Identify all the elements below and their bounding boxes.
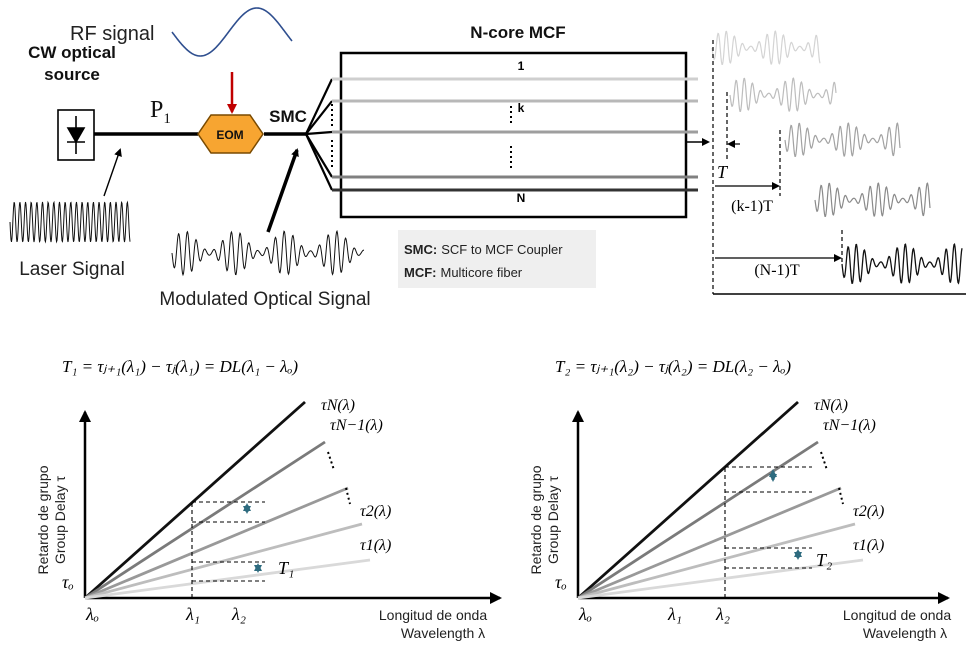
graph2-equation: T₂ = τⱼ₊₁(λ₂) − τⱼ(λ₂) = DL(λ₂ − λₒ) (555, 357, 791, 376)
delay-label-nt: (N-1)T (754, 262, 800, 279)
graph1-tick-lambda2: λ₂ (231, 604, 246, 624)
graph1-label-tau-n: τN(λ) (321, 397, 355, 414)
laser-signal-waveform (9, 200, 131, 244)
graph2-x-label-en: Wavelength λ (863, 625, 947, 641)
graph2-delay-lines (577, 400, 864, 600)
delay-label-kt: (k-1)T (731, 198, 773, 215)
graph1-x-label-es: Longitud de onda (379, 607, 487, 623)
graph2-curve-dots-2 (838, 487, 844, 505)
output-waveform-core-2 (729, 77, 837, 113)
graph1-delay-lines (84, 400, 371, 600)
legend-mcf: MCF: Multicore fiber (404, 265, 523, 280)
graph2-label-tau-2: τ2(λ) (853, 503, 884, 520)
output-waveform-core-n (841, 243, 963, 285)
graph1-line-tau-3 (84, 486, 349, 600)
graph1-label-tau-n-1: τN−1(λ) (330, 417, 383, 434)
graph2-curve-dots-1 (820, 451, 828, 471)
group-delay-graph-2: T₂ = τⱼ₊₁(λ₂) − τⱼ(λ₂) = DL(λ₂ − λₒ) T₂ … (528, 357, 951, 641)
graph2-y-labels: Retardo de grupo Group Delay τ (528, 465, 561, 574)
mcf-cores (332, 77, 698, 192)
graph2-tick-lambda2: λ₂ (715, 604, 730, 624)
cw-source-label-2: source (44, 65, 100, 84)
eom-label: EOM (216, 128, 243, 142)
smc-fanout (305, 78, 333, 191)
graph1-label-tau-2: τ2(λ) (360, 503, 391, 520)
graph2-line-tau-1 (577, 558, 864, 600)
graph2-tick-lambda1: λ₁ (667, 604, 682, 624)
laser-signal-label: Laser Signal (19, 259, 125, 280)
graph1-y-label-en: Group Delay τ (52, 476, 68, 564)
graph2-label-tau-n: τN(λ) (814, 397, 848, 414)
core-label-n: N (517, 191, 526, 205)
mcf-title: N-core MCF (470, 23, 565, 42)
graph2-x-label-es: Longitud de onda (843, 607, 951, 623)
legend-box (398, 230, 596, 288)
graph1-delay-label: T₁ (278, 558, 294, 578)
graph1-equation: T₁ = τⱼ₊₁(λ₁) − τⱼ(λ₁) = DL(λ₁ − λₒ) (62, 357, 298, 376)
graph1-curve-dots-1 (327, 451, 335, 471)
graph1-label-tau-1: τ1(λ) (360, 537, 391, 554)
graph2-line-tau-2 (577, 522, 856, 600)
laser-pointer-arrow (103, 148, 122, 197)
output-waveforms (711, 30, 963, 285)
legend-smc: SMC: SCF to MCF Coupler (404, 242, 563, 257)
modulated-pointer-arrow (266, 148, 299, 233)
graph1-line-tau-n (84, 400, 306, 600)
graph1-x-label-en: Wavelength λ (401, 625, 485, 641)
laser-diode-icon (66, 116, 86, 154)
mcf-box (339, 51, 688, 219)
rf-sine-wave (171, 7, 293, 57)
graph1-line-tau-1 (84, 558, 371, 600)
rf-signal-label: RF signal (70, 23, 154, 45)
core-label-k: k (518, 101, 525, 115)
graph1-curve-dots-2 (345, 487, 351, 505)
graph1-line-tau-2 (84, 522, 363, 600)
graph2-line-tau-n (577, 400, 799, 600)
graph1-origin-lambda: λₒ (85, 604, 99, 624)
group-delay-graph-1: T₁ = τⱼ₊₁(λ₁) − τⱼ(λ₁) = DL(λ₁ − λₒ) T₁ … (35, 357, 502, 641)
graph1-y-labels: Retardo de grupo Group Delay τ (35, 465, 68, 574)
graph1-y-label-es: Retardo de grupo (35, 465, 51, 574)
modulated-signal-waveform (171, 229, 365, 277)
cw-source-label-1: CW optical (28, 43, 116, 62)
graph2-label-tau-n-1: τN−1(λ) (823, 417, 876, 434)
output-waveform-core-n-1 (814, 182, 931, 218)
graph2-line-tau-n-1 (577, 440, 819, 600)
graph2-delay-label: T₂ (816, 550, 832, 570)
graph1-origin-tau: τₒ (62, 572, 74, 592)
output-waveform-core-k (784, 122, 901, 158)
graph2-label-tau-1: τ1(λ) (853, 537, 884, 554)
graph1-guides (191, 501, 265, 598)
graph2-origin-tau: τₒ (555, 572, 567, 592)
graph2-line-tau-3 (577, 486, 842, 600)
graph2-guides (724, 466, 812, 598)
eom-modulator (197, 114, 264, 154)
modulated-signal-label: Modulated Optical Signal (159, 289, 370, 310)
graph1-tick-lambda1: λ₁ (185, 604, 200, 624)
core-label-1: 1 (518, 59, 525, 73)
timing-markers (712, 40, 966, 295)
top-schematic: RF signal CW optical source P1 EOM SMC (9, 7, 966, 310)
graph2-y-label-en: Group Delay τ (545, 476, 561, 564)
output-waveform-core-1 (711, 30, 821, 66)
graph2-y-label-es: Retardo de grupo (528, 465, 544, 574)
smc-label: SMC (269, 107, 307, 126)
graph1-line-tau-n-1 (84, 440, 326, 600)
graph2-origin-lambda: λₒ (578, 604, 592, 624)
delay-label-t: T (717, 162, 729, 182)
p1-label: P1 (150, 97, 171, 127)
